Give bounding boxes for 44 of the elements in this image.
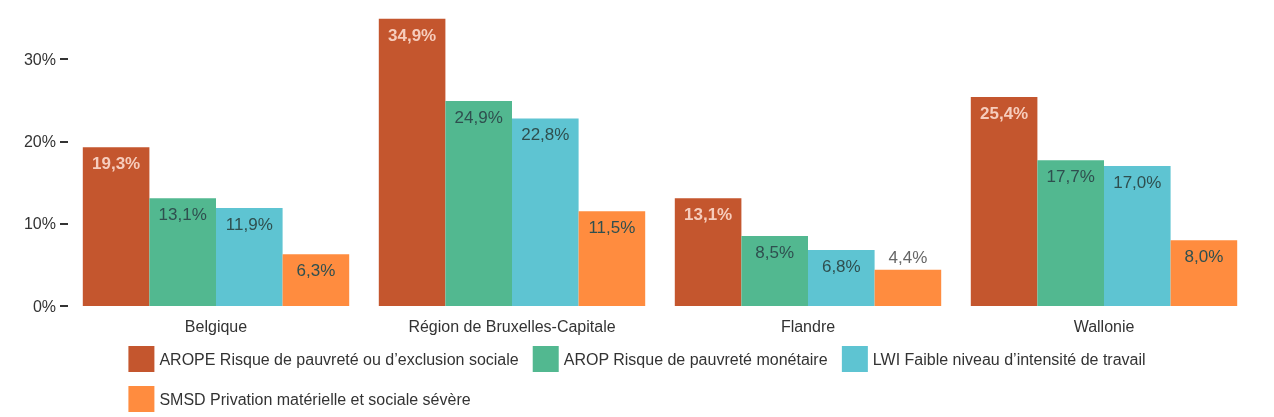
x-tick-label: Région de Bruxelles-Capitale	[408, 317, 616, 335]
data-label: 8,5%	[755, 243, 795, 263]
x-tick-label: Flandre	[780, 317, 836, 335]
data-label: 6,8%	[821, 257, 861, 277]
data-label: 25,4%	[980, 103, 1029, 123]
bar	[970, 96, 1038, 306]
bar	[874, 269, 942, 306]
bar	[674, 198, 742, 306]
legend-label: AROP Risque de pauvreté monétaire	[563, 350, 828, 368]
bar	[808, 250, 875, 306]
data-label: 19,3%	[92, 154, 141, 174]
bar	[445, 101, 512, 306]
data-label: 11,5%	[588, 218, 636, 238]
bar	[82, 147, 150, 306]
data-label: 8,0%	[1184, 247, 1224, 267]
data-label: 34,9%	[388, 25, 437, 45]
data-label: 17,0%	[1113, 173, 1162, 193]
bar	[1104, 166, 1171, 306]
y-tick-label: 10%	[23, 215, 56, 233]
data-label: 24,9%	[454, 108, 503, 128]
data-label: 22,8%	[521, 125, 570, 145]
legend-label: LWI Faible niveau d’intensité de travail	[872, 350, 1146, 368]
bar	[378, 18, 446, 306]
bar	[512, 118, 579, 306]
data-label: 13,1%	[684, 205, 733, 225]
y-tick-label: 0%	[32, 297, 56, 315]
data-label: 11,9%	[225, 215, 273, 235]
bar	[1037, 160, 1104, 306]
bar	[149, 198, 216, 306]
data-label: 4,4%	[888, 247, 928, 267]
y-tick-label: 30%	[23, 50, 56, 68]
x-tick-label: Wallonie	[1073, 317, 1135, 335]
data-label: 6,3%	[296, 261, 336, 281]
data-label: 13,1%	[158, 205, 207, 225]
bar	[741, 236, 808, 306]
bar	[216, 208, 283, 306]
y-tick-label: 20%	[23, 132, 56, 150]
legend-label: SMSD Privation matérielle et sociale sévère	[159, 390, 471, 408]
bar	[1170, 240, 1238, 306]
data-label: 17,7%	[1046, 167, 1095, 187]
legend-label: AROPE Risque de pauvreté ou d’exclusion sociale	[159, 350, 519, 368]
x-tick-label: Belgique	[184, 317, 248, 335]
bar	[578, 211, 646, 306]
bar	[282, 254, 350, 306]
